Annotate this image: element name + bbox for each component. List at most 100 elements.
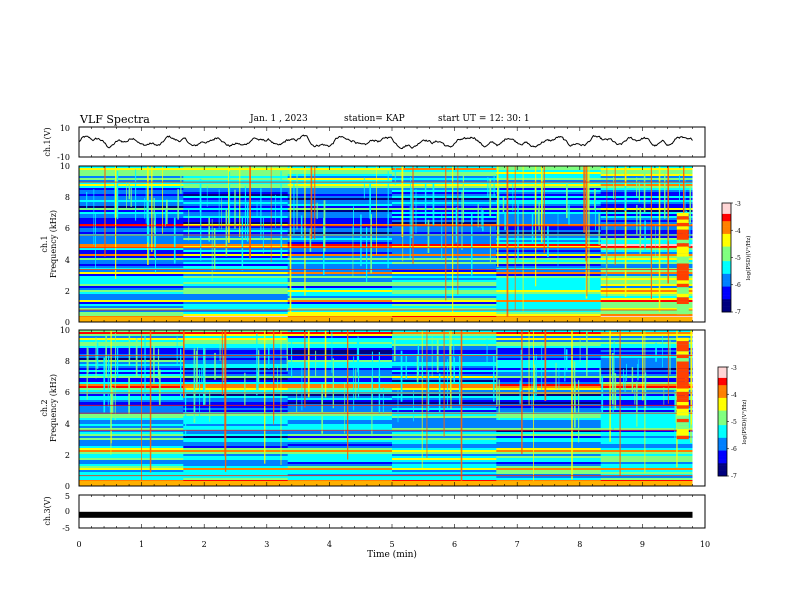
sferic-line: [104, 166, 106, 257]
spectrogram-cell: [79, 258, 184, 261]
spectrogram-cell: [183, 226, 289, 229]
spectrogram-cell: [183, 186, 289, 189]
spectrogram-cell: [79, 360, 184, 363]
spectrogram-cell: [496, 196, 602, 199]
sferic-line: [357, 336, 359, 368]
end-region-cell: [676, 361, 689, 365]
spectrogram-cell: [496, 262, 602, 265]
spectrogram-cell: [287, 470, 393, 473]
sferic-line: [436, 339, 439, 373]
sferic-line: [450, 330, 452, 409]
spectrogram-cell: [600, 368, 705, 371]
spectrogram-cell: [183, 248, 289, 251]
sferic-line: [674, 389, 676, 444]
end-region-cell: [676, 304, 689, 308]
sferic-line: [579, 337, 581, 363]
spectrogram-cell: [392, 284, 497, 287]
sferic-line: [228, 171, 231, 224]
spectrogram-cell: [496, 344, 602, 347]
sferic-line: [564, 346, 566, 382]
ch1-spectrogram-image: [79, 166, 705, 322]
spectrogram-cell: [392, 438, 497, 441]
sferic-line: [636, 204, 638, 235]
spectrogram-cell: [287, 214, 393, 217]
spectrogram-cell: [392, 216, 497, 219]
spectrogram-cell: [496, 380, 602, 383]
spectrogram-cell: [287, 440, 393, 443]
spectrogram-cell: [600, 194, 705, 197]
spectrogram-cell: [496, 212, 602, 215]
sferic-line: [667, 217, 669, 242]
spectrogram-cell: [287, 190, 393, 193]
spectrogram-cell: [79, 286, 184, 289]
colorbar-swatch: [718, 423, 727, 426]
ch2-ytick-8: 8: [65, 357, 70, 366]
spectrogram-cell: [287, 472, 393, 475]
spectrogram-cell: [496, 272, 602, 275]
sferic-line: [280, 205, 283, 260]
sferic-line: [321, 384, 323, 434]
spectrogram-cell: [600, 464, 705, 467]
colorbar-swatch: [722, 226, 731, 229]
spectrogram-cell: [496, 174, 602, 177]
sferic-line: [457, 166, 459, 295]
band-line: [79, 392, 705, 394]
spectrogram-cell: [496, 330, 602, 333]
ch3-waveform-trace: [79, 511, 693, 518]
sferic-line: [514, 166, 516, 310]
colorbar-swatch: [718, 396, 727, 399]
colorbar-swatch: [718, 474, 727, 477]
spectrogram-cell: [600, 282, 705, 285]
sferic-line: [110, 330, 112, 444]
spectrogram-cell: [392, 304, 497, 307]
spectrogram-cell: [287, 200, 393, 203]
sferic-line: [613, 340, 615, 376]
spectrogram-cell: [287, 286, 393, 289]
cb2-tick-m5: -5: [731, 419, 737, 426]
spectrogram-cell: [79, 446, 184, 449]
spectrogram-cell: [79, 416, 184, 419]
spectrogram-cell: [287, 182, 393, 185]
colorbar-swatch: [722, 297, 731, 300]
spectrogram-cell: [600, 418, 705, 421]
sferic-line: [595, 200, 596, 231]
sferic-line: [460, 330, 463, 486]
colorbar-swatch: [718, 441, 727, 444]
spectrogram-cell: [79, 450, 184, 453]
spectrogram-cell: [183, 424, 289, 427]
ch1-spec-ylabel2: Frequency (kHz): [49, 210, 58, 278]
spectrogram-cell: [600, 190, 705, 193]
spectrogram-cell: [496, 438, 602, 441]
end-region-cell: [676, 435, 689, 440]
sferic-line: [534, 364, 536, 393]
spectrogram-cell: [79, 452, 184, 455]
spectrogram-cell: [287, 358, 393, 361]
spectrogram-cell: [183, 478, 289, 481]
spectrogram-cell: [600, 438, 705, 441]
sferic-line: [110, 391, 112, 432]
spectrogram-cell: [79, 356, 184, 359]
spectrogram-cell: [392, 170, 497, 173]
spectrogram-cell: [79, 304, 184, 307]
spectrogram-cell: [600, 244, 705, 247]
spectrogram-cell: [392, 244, 497, 247]
spectrogram-cell: [183, 340, 289, 343]
spectrogram-cell: [600, 300, 705, 303]
spectrogram-cell: [79, 458, 184, 461]
spectrogram-cell: [600, 358, 705, 361]
sferic-line: [477, 204, 479, 228]
colorbar-swatch: [718, 403, 727, 406]
sferic-line: [497, 187, 500, 243]
sferic-line: [522, 166, 524, 312]
sferic-line: [144, 335, 146, 398]
spectrogram-cell: [287, 454, 393, 457]
spectrogram-cell: [600, 208, 705, 211]
spectrogram-cell: [392, 166, 497, 169]
end-region-cell: [676, 337, 689, 342]
colorbar-swatch: [722, 246, 731, 249]
spectrogram-cell: [183, 228, 289, 231]
colorbar-swatch: [722, 301, 731, 304]
spectrogram-cell: [183, 256, 289, 259]
sferic-line: [679, 175, 680, 202]
sferic-line: [264, 330, 266, 464]
